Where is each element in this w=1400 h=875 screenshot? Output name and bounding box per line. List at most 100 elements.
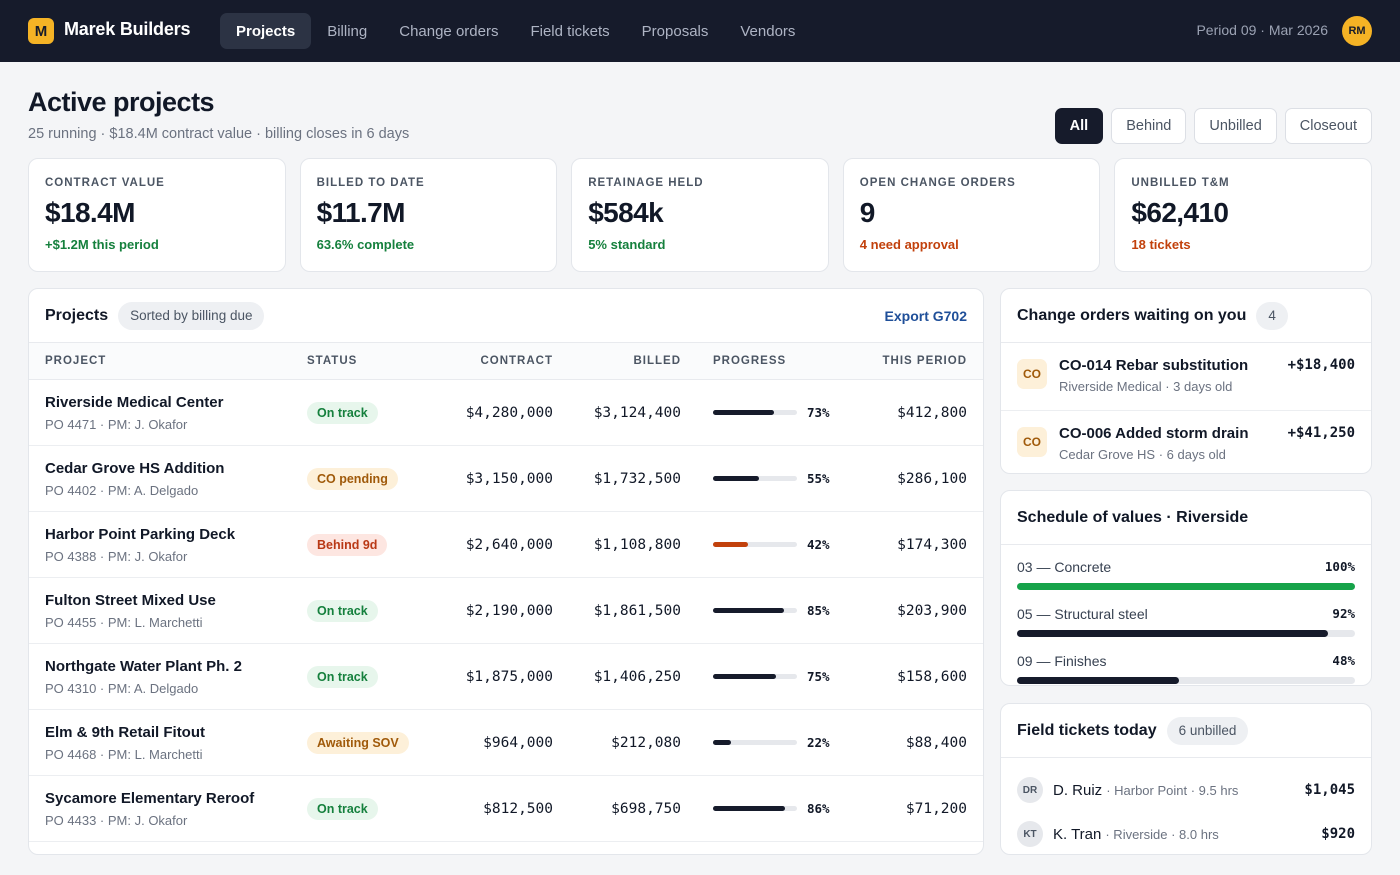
ticket-amount: $1,045 (1304, 782, 1355, 798)
progress-percent: 22% (807, 735, 830, 750)
nav-vendors[interactable]: Vendors (740, 22, 796, 40)
progress-bar (713, 608, 797, 613)
billed-value: $1,732,500 (593, 470, 681, 487)
contract-value: $964,000 (483, 734, 553, 751)
column-header-project[interactable]: PROJECT (45, 355, 107, 367)
column-header-this-period[interactable]: THIS PERIOD (882, 355, 967, 367)
this-period-value: $88,400 (905, 734, 967, 751)
project-name[interactable]: Northgate Water Plant Ph. 2 (45, 657, 242, 675)
progress-percent: 75% (807, 669, 830, 684)
change-order-item[interactable]: CO CO-006 Added storm drain Cedar Grove … (1001, 411, 1371, 473)
this-period-value: $71,200 (905, 800, 967, 817)
filter-closeout[interactable]: Closeout (1284, 108, 1372, 144)
progress-cell: 73% (681, 405, 833, 420)
column-header-contract[interactable]: CONTRACT (480, 355, 553, 367)
projects-card: Projects Sorted by billing due Export G7… (28, 288, 984, 855)
worker-name: D. Ruiz (1053, 781, 1103, 799)
nav-projects[interactable]: Projects (220, 13, 312, 49)
kpi-delta: 18 tickets (1131, 237, 1191, 252)
column-header-billed[interactable]: BILLED (633, 355, 681, 367)
status-badge: Behind 9d (307, 533, 388, 556)
sov-list: 03 — Concrete 100% 05 — Structural steel 9… (1001, 545, 1371, 684)
brand-name[interactable]: Marek Builders (64, 19, 191, 39)
project-name[interactable]: Harbor Point Parking Deck (45, 525, 236, 543)
sov-label: 09 — Finishes (1017, 653, 1107, 669)
table-row[interactable]: Fulton Street Mixed Use PO 4455 · PM: L.… (29, 578, 983, 644)
field-ticket-item[interactable]: DR D. Ruiz · Harbor Point · 9.5 hrs $1,0… (1001, 768, 1371, 812)
kpi-value: 9 (859, 197, 876, 228)
progress-bar (713, 806, 797, 811)
table-row[interactable]: Cedar Grove HS Addition PO 4402 · PM: A.… (29, 446, 983, 512)
table-row[interactable]: Harbor Point Parking Deck PO 4388 · PM: … (29, 512, 983, 578)
nav-billing[interactable]: Billing (327, 22, 368, 40)
progress-cell: 22% (681, 735, 833, 750)
filter-all[interactable]: All (1054, 108, 1104, 144)
status-cell: On track (307, 797, 427, 820)
worker-name: K. Tran (1053, 825, 1102, 843)
kpi-delta: +$1.2M this period (45, 237, 159, 252)
field-tickets-card: Field tickets today 6 unbilled DR D. Rui… (1000, 703, 1372, 855)
change-orders-card: Change orders waiting on you 4 CO CO-014… (1000, 288, 1372, 474)
export-g702-link[interactable]: Export G702 (884, 307, 967, 324)
status-badge: Awaiting SOV (307, 731, 409, 754)
nav-change-orders[interactable]: Change orders (399, 22, 499, 40)
table-row[interactable]: Elm & 9th Retail Fitout PO 4468 · PM: L.… (29, 710, 983, 776)
nav-field-tickets[interactable]: Field tickets (530, 22, 610, 40)
sov-header: Schedule of values · Riverside (1001, 491, 1371, 545)
kpi-row: CONTRACT VALUE $18.4M +$1.2M this period… (28, 158, 1372, 272)
billing-period: Period 09 · Mar 2026 (1196, 22, 1328, 38)
project-name[interactable]: Elm & 9th Retail Fitout (45, 723, 206, 741)
logo-icon[interactable]: M (28, 18, 54, 44)
project-name[interactable]: Riverside Medical Center (45, 393, 224, 411)
ticket-meta: · Riverside · 8.0 hrs (1105, 826, 1219, 842)
progress-percent: 85% (807, 603, 830, 618)
project-meta: PO 4388 · PM: J. Okafor (45, 548, 188, 564)
progress-cell: 85% (681, 603, 833, 618)
sov-progress-bar (1017, 583, 1355, 590)
filter-behind[interactable]: Behind (1111, 108, 1187, 144)
status-cell: On track (307, 599, 427, 622)
nav-proposals[interactable]: Proposals (641, 22, 709, 40)
table-row[interactable]: Riverside Medical Center PO 4471 · PM: J… (29, 380, 983, 446)
project-name[interactable]: Cedar Grove HS Addition (45, 459, 225, 477)
sov-progress-fill (1017, 677, 1180, 684)
change-order-item[interactable]: CO CO-014 Rebar substitution Riverside M… (1001, 343, 1371, 411)
progress-cell: 42% (681, 537, 833, 552)
filter-unbilled[interactable]: Unbilled (1194, 108, 1277, 144)
progress-bar-fill (713, 740, 732, 745)
change-orders-title: Change orders waiting on you (1017, 306, 1247, 324)
sov-percent: 100% (1324, 559, 1355, 574)
ticket-meta: · Harbor Point · 9.5 hrs (1106, 782, 1239, 798)
user-avatar[interactable]: RM (1342, 16, 1372, 46)
progress-bar (713, 674, 797, 679)
change-order-amount: +$41,250 (1287, 425, 1355, 441)
field-ticket-item[interactable]: KT K. Tran · Riverside · 8.0 hrs $920 (1001, 812, 1371, 854)
unbilled-pill[interactable]: 6 unbilled (1166, 716, 1249, 745)
kpi-card-contract-value: CONTRACT VALUE $18.4M +$1.2M this period (28, 158, 286, 272)
avatar: DR (1017, 777, 1043, 803)
column-header-status[interactable]: STATUS (307, 355, 358, 367)
project-name[interactable]: Fulton Street Mixed Use (45, 591, 216, 609)
table-row[interactable]: Northgate Water Plant Ph. 2 PO 4310 · PM… (29, 644, 983, 710)
project-name[interactable]: Sycamore Elementary Reroof (45, 789, 255, 807)
status-badge: CO pending (307, 467, 398, 490)
status-badge: On track (307, 599, 378, 622)
change-order-meta: Riverside Medical · 3 days old (1059, 379, 1233, 394)
kpi-label: OPEN CHANGE ORDERS (859, 177, 1016, 189)
avatar: KT (1017, 821, 1043, 847)
kpi-value: $18.4M (45, 197, 135, 228)
this-period-value: $203,900 (897, 602, 967, 619)
top-nav-bar: M Marek Builders Projects Billing Change… (0, 0, 1400, 62)
sort-pill[interactable]: Sorted by billing due (118, 301, 265, 330)
status-badge: On track (307, 665, 378, 688)
kpi-delta: 5% standard (588, 237, 666, 252)
table-body: Riverside Medical Center PO 4471 · PM: J… (29, 380, 983, 842)
kpi-card-retainage-held: RETAINAGE HELD $584k 5% standard (571, 158, 829, 272)
status-badge: On track (307, 401, 378, 424)
table-row[interactable]: Sycamore Elementary Reroof PO 4433 · PM:… (29, 776, 983, 842)
column-header-progress[interactable]: PROGRESS (713, 355, 787, 367)
contract-value: $2,640,000 (465, 536, 553, 553)
progress-bar (713, 476, 797, 481)
sov-item: 09 — Finishes 48% (1017, 653, 1355, 684)
project-cell: Fulton Street Mixed Use PO 4455 · PM: L.… (29, 592, 307, 630)
